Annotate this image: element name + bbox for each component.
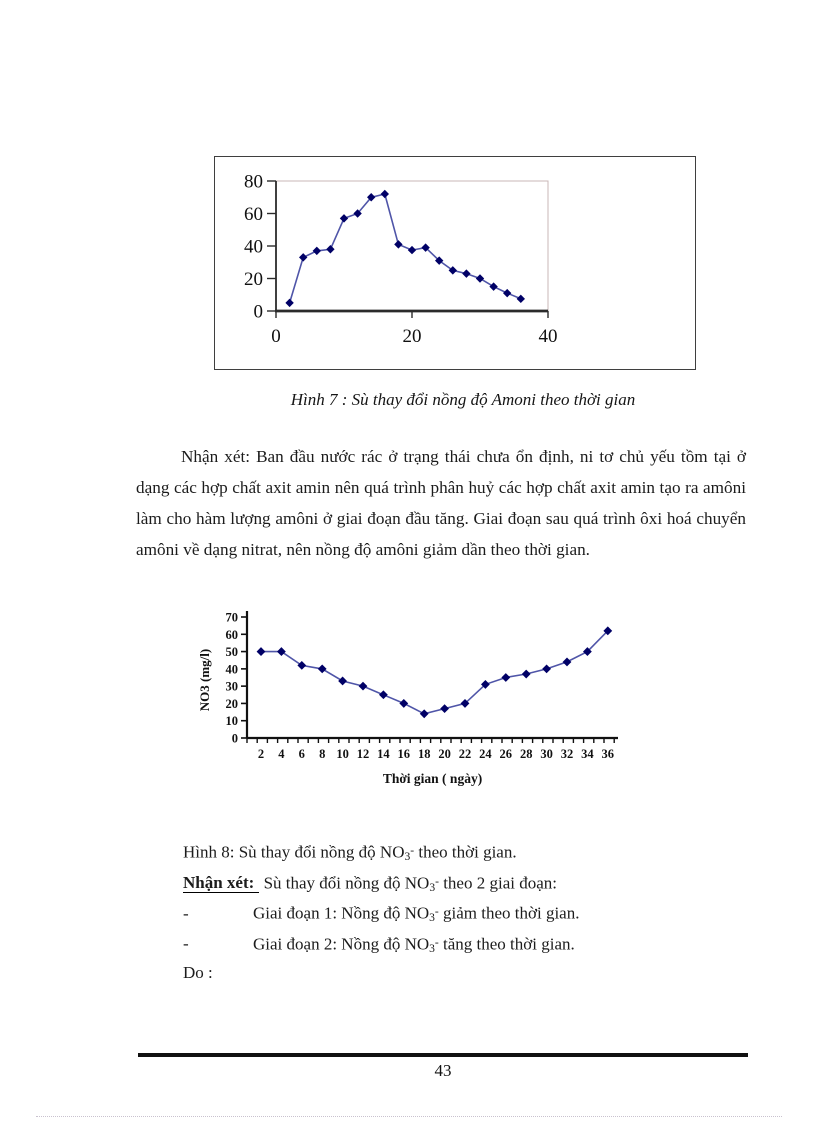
svg-text:30: 30: [540, 747, 553, 761]
svg-text:0: 0: [232, 732, 238, 746]
svg-text:24: 24: [479, 747, 492, 761]
svg-text:40: 40: [539, 326, 558, 347]
remark-label: Nhận xét:: [183, 873, 260, 894]
no3-subscript: 3: [429, 911, 435, 925]
no3-superscript: -: [410, 844, 415, 857]
figure8-chart-area: 0 10 20 30 40 50 60 70 2 4 6 8 10 12 14 16 18 20 22 24 26 28 3…: [195, 598, 640, 803]
figure8-caption-tail: theo thời gian.: [414, 842, 517, 862]
no3-superscript: -: [435, 874, 439, 888]
svg-text:30: 30: [226, 680, 239, 694]
svg-text:8: 8: [319, 747, 325, 761]
svg-text:32: 32: [561, 747, 574, 761]
svg-text:34: 34: [581, 747, 594, 761]
svg-text:18: 18: [418, 747, 431, 761]
x-axis-title: Thời gian ( ngày): [383, 771, 482, 786]
no3-superscript: -: [434, 905, 439, 919]
svg-text:20: 20: [403, 326, 422, 347]
figure8-notes: Hình 8: Sù thay đổi nồng độ NO3- theo th…: [183, 836, 663, 989]
svg-text:10: 10: [226, 714, 239, 728]
list-item: - Giai đoạn 2: Nồng độ NO3- tăng theo thờ…: [183, 928, 663, 959]
figure7-chart-frame: 0 20 40 60 80 0 20 40: [214, 156, 696, 370]
series-line: [288, 193, 522, 304]
svg-text:2: 2: [258, 747, 264, 761]
no3-subscript: 3: [404, 849, 411, 863]
svg-text:60: 60: [226, 628, 239, 642]
svg-text:80: 80: [244, 172, 263, 193]
comment-paragraph: Nhận xét: Ban đầu nước rác ở trạng thái …: [136, 447, 746, 559]
svg-text:12: 12: [357, 747, 370, 761]
svg-text:50: 50: [226, 645, 239, 659]
bullet-dash: -: [183, 903, 189, 923]
figure8-caption: Hình 8: Sù thay đổi nồng độ NO3- theo th…: [183, 836, 663, 867]
figure7-amoni-line-chart: 0 20 40 60 80 0 20 40: [244, 172, 558, 348]
page-number: 43: [434, 1061, 452, 1080]
svg-text:4: 4: [278, 747, 285, 761]
svg-text:40: 40: [226, 662, 239, 676]
list-item: - Giai đoạn 1: Nồng độ NO3- giảm theo thờ…: [183, 897, 663, 928]
list-item-text: Giai đoạn 1: Nồng độ NO: [253, 903, 430, 923]
bottom-dotted-rule: [36, 1116, 782, 1117]
no3-superscript: -: [434, 935, 439, 949]
svg-text:14: 14: [377, 747, 390, 761]
svg-text:10: 10: [336, 747, 349, 761]
svg-text:0: 0: [271, 326, 281, 347]
svg-text:16: 16: [398, 747, 411, 761]
do-line: Do :: [183, 963, 213, 983]
svg-text:20: 20: [226, 697, 239, 711]
svg-text:22: 22: [459, 747, 472, 761]
svg-text:36: 36: [602, 747, 615, 761]
list-item-tail: tăng theo thời gian.: [438, 934, 575, 954]
series-line: [261, 630, 609, 715]
svg-text:28: 28: [520, 747, 533, 761]
svg-text:6: 6: [299, 747, 305, 761]
list-item-tail: giảm theo thời gian.: [438, 903, 580, 923]
no3-subscript: 3: [429, 941, 435, 955]
remark-tail: theo 2 giai đoạn:: [438, 873, 557, 893]
svg-text:20: 20: [244, 269, 263, 290]
list-item-text: Giai đoạn 2: Nồng độ NO: [253, 934, 430, 954]
svg-text:26: 26: [500, 747, 513, 761]
svg-text:60: 60: [244, 204, 263, 225]
svg-text:0: 0: [254, 302, 264, 323]
y-axis-title: NO3 (mg/l): [197, 649, 212, 711]
svg-text:20: 20: [438, 747, 451, 761]
remark-text: Sù thay đổi nồng độ NO: [259, 873, 430, 893]
footer-rule: [138, 1053, 748, 1057]
svg-text:70: 70: [226, 611, 239, 625]
figure8-caption-text: Hình 8: Sù thay đổi nồng độ NO: [183, 842, 405, 862]
bullet-dash: -: [183, 934, 189, 954]
figure7-caption: Hình 7 : Sù thay đổi nồng độ Amoni theo …: [290, 390, 636, 409]
svg-text:40: 40: [244, 237, 263, 258]
remark-line: Nhận xét: Sù thay đổi nồng độ NO3- theo …: [183, 867, 663, 898]
no3-subscript: 3: [429, 880, 436, 894]
